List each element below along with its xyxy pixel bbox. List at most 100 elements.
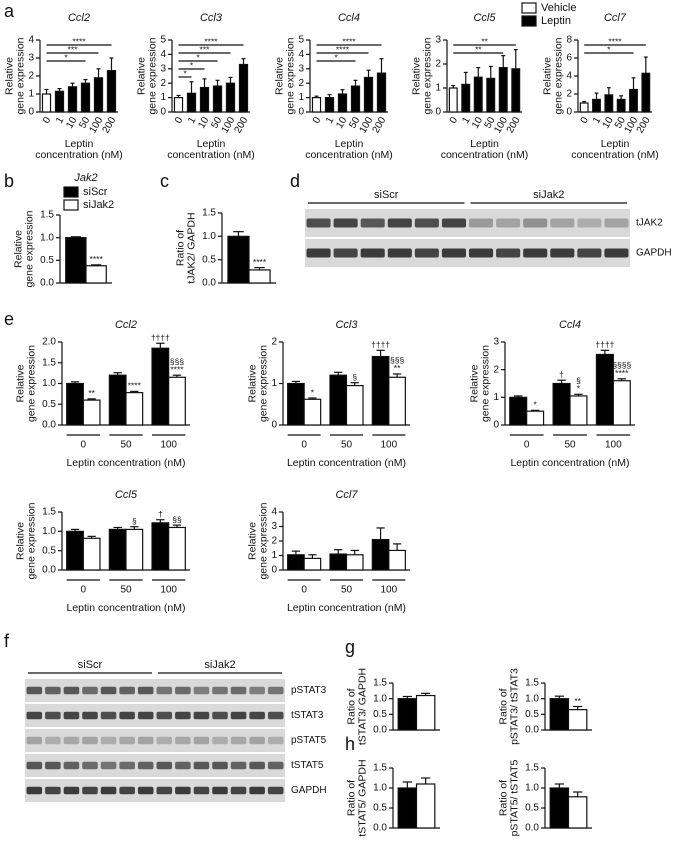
y-tick-label: 1 [271, 550, 277, 561]
y-axis-label: Relative [468, 364, 480, 402]
y-tick-label: 2 [566, 89, 572, 100]
bracket-label: **** [72, 36, 86, 46]
blot-band [119, 686, 135, 695]
bar [526, 410, 545, 426]
bar [125, 528, 144, 571]
y-tick-label: 0 [271, 420, 277, 431]
y-tick-label: 0.0 [42, 420, 56, 431]
significance: **** [90, 254, 104, 264]
bar [397, 787, 418, 829]
y-axis-label: Relative [246, 522, 258, 560]
blot-band [577, 248, 602, 258]
significance: †††† [151, 332, 170, 342]
blot-band [119, 736, 135, 745]
bar [225, 82, 236, 113]
x-tick-label: 50 [341, 440, 353, 451]
blot-band [550, 218, 575, 228]
y-tick-label: 0 [271, 565, 277, 576]
blot-band [137, 761, 154, 770]
y-axis-label: gene expression [146, 37, 158, 114]
x-tick-label: 0 [41, 115, 54, 126]
bar [486, 77, 496, 113]
x-tick-label: 200 [635, 115, 653, 135]
y-tick-label: 1.5 [525, 678, 539, 689]
bar [106, 69, 117, 113]
bar [592, 98, 601, 113]
panel-label: f [4, 631, 10, 651]
bar [549, 698, 570, 731]
y-axis-label: Relative [12, 230, 24, 268]
x-tick-label: 100 [160, 585, 177, 596]
blot-band [193, 761, 210, 770]
blot-band [45, 711, 61, 720]
bar [54, 90, 65, 113]
blot-band [550, 248, 575, 258]
bar [549, 787, 570, 829]
blot-band [212, 786, 228, 795]
panel-label: d [290, 171, 300, 191]
blot-band [63, 736, 80, 745]
y-axis-label: pSTAT5/ tSTAT5 [508, 759, 520, 836]
x-axis-label: Leptin concentration (nM) [66, 602, 185, 614]
panel-label: a [4, 1, 15, 21]
chart-title: Jak2 [73, 172, 97, 184]
bar [168, 526, 186, 571]
bar [227, 235, 250, 284]
bar [67, 86, 78, 113]
y-axis-label: Relative [14, 364, 26, 402]
bar [329, 374, 348, 426]
y-tick-label: 1.5 [373, 678, 387, 689]
row-label: tSTAT3 [291, 710, 324, 721]
y-tick-label: 0 [28, 107, 34, 118]
group-label: siScr [78, 659, 103, 671]
row-label: pSTAT5 [291, 735, 327, 746]
x-axis-label: Leptin [470, 138, 499, 150]
y-tick-label: 4 [298, 49, 304, 60]
y-tick-label: 1 [493, 392, 499, 403]
blot-band [26, 736, 43, 745]
y-tick-label: 1.0 [373, 693, 387, 704]
blot-band [119, 761, 135, 770]
y-axis-label: gene expression [257, 502, 269, 579]
y-axis-label: Ratio of [345, 780, 357, 816]
x-axis-label: Leptin concentration (nM) [287, 457, 406, 469]
blot-band [523, 218, 548, 228]
legend-label: siJak2 [83, 199, 114, 211]
y-axis-label: tSTAT5/ GAPDH [356, 759, 368, 836]
y-tick-label: 6 [566, 53, 572, 64]
blot-band [193, 711, 210, 720]
bar [125, 392, 144, 426]
significance: * [311, 387, 315, 397]
significance: **** [253, 257, 267, 267]
blot-band [604, 218, 629, 228]
blot-band [267, 761, 284, 770]
bar [629, 88, 638, 113]
bar [41, 93, 52, 113]
significance: ** [394, 363, 401, 373]
bar [287, 382, 305, 426]
bar [303, 398, 322, 426]
blot-band [230, 711, 247, 720]
x-axis-label: concentration (nM) [441, 149, 529, 161]
blot-band [156, 786, 173, 795]
y-axis-label: pSTAT3/ tSTAT3 [508, 668, 520, 745]
x-tick-label: 1 [54, 115, 67, 126]
y-axis-label: gene expression [257, 345, 269, 422]
chart-title: Ccl3 [335, 319, 358, 331]
blot-band [100, 686, 117, 695]
x-tick-label: 50 [347, 115, 362, 131]
bar [212, 85, 223, 113]
y-axis-label: Ratio of [345, 688, 357, 724]
y-tick-label: 0 [493, 420, 499, 431]
blot-band [137, 736, 154, 745]
blot-strip [25, 704, 285, 727]
blot-band [193, 786, 210, 795]
blot-band [306, 248, 331, 258]
x-tick-label: 200 [233, 115, 251, 135]
x-axis-label: concentration (nM) [571, 149, 659, 161]
x-axis-label: concentration (nM) [305, 149, 393, 161]
blot-band [333, 218, 358, 228]
bracket-label: **** [336, 44, 350, 54]
blot-band [82, 736, 98, 745]
blot-band [82, 711, 98, 720]
